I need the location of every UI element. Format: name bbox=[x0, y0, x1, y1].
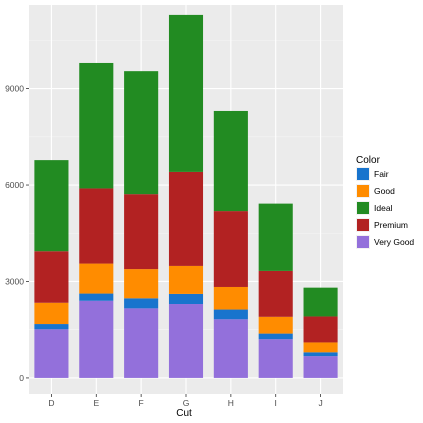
bar-f-ideal bbox=[124, 71, 159, 195]
x-tick-label: H bbox=[228, 398, 234, 408]
bar-f-fair bbox=[124, 298, 159, 309]
bar-d-good bbox=[34, 302, 69, 325]
legend-label-very-good: Very Good bbox=[374, 237, 414, 247]
bar-g-good bbox=[168, 265, 204, 294]
bar-d-very-good bbox=[34, 329, 69, 378]
bar-j-very-good bbox=[303, 356, 338, 378]
bar-i-premium bbox=[258, 270, 293, 317]
bar-d-premium bbox=[34, 251, 69, 303]
legend-swatch-premium bbox=[357, 219, 369, 231]
y-tick-label: 0 bbox=[19, 373, 24, 383]
legend-swatch-ideal bbox=[357, 202, 369, 214]
bars bbox=[34, 14, 338, 378]
bar-g-very-good bbox=[168, 304, 204, 378]
x-tick-label: G bbox=[183, 398, 190, 408]
legend-label-ideal: Ideal bbox=[374, 203, 393, 213]
x-axis-title: Cut bbox=[176, 408, 192, 419]
bar-f-good bbox=[124, 269, 159, 299]
bar-j-good bbox=[303, 342, 338, 353]
legend-label-good: Good bbox=[374, 186, 395, 196]
bar-f-premium bbox=[124, 194, 159, 270]
bar-d-ideal bbox=[34, 160, 69, 252]
bar-h-ideal bbox=[213, 110, 248, 212]
legend-swatch-very-good bbox=[357, 236, 369, 248]
y-axis: 0 3000 6000 9000 bbox=[5, 84, 29, 383]
bar-h-good bbox=[213, 286, 248, 310]
x-tick-label: D bbox=[48, 398, 54, 408]
bar-g-fair bbox=[168, 293, 204, 305]
y-tick-label: 3000 bbox=[5, 276, 24, 286]
legend-label-premium: Premium bbox=[374, 220, 408, 230]
x-axis: D E F G H I J bbox=[48, 394, 323, 408]
bar-j-fair bbox=[303, 352, 338, 357]
bar-j-premium bbox=[303, 316, 338, 343]
x-tick-label: I bbox=[275, 398, 277, 408]
x-tick-label: F bbox=[139, 398, 144, 408]
bar-e-ideal bbox=[79, 62, 114, 189]
bar-h-premium bbox=[213, 211, 248, 287]
y-tick-label: 9000 bbox=[5, 84, 24, 94]
legend-items: Fair Good Ideal Premium Very Good bbox=[356, 167, 414, 249]
x-tick-label: E bbox=[93, 398, 99, 408]
legend: Color Fair Good Ideal Premium Very Good bbox=[356, 155, 414, 249]
bar-h-very-good bbox=[213, 319, 248, 378]
legend-swatch-fair bbox=[357, 168, 369, 180]
bar-j-ideal bbox=[303, 287, 338, 317]
legend-label-fair: Fair bbox=[374, 169, 389, 179]
bar-i-fair bbox=[258, 333, 293, 340]
legend-swatch-good bbox=[357, 185, 369, 197]
bar-i-ideal bbox=[258, 203, 293, 271]
bar-i-very-good bbox=[258, 339, 293, 378]
y-tick-label: 6000 bbox=[5, 180, 24, 190]
bar-e-good bbox=[79, 263, 114, 294]
bar-g-ideal bbox=[168, 14, 204, 172]
bar-g-premium bbox=[168, 171, 204, 266]
bar-f-very-good bbox=[124, 308, 159, 378]
x-tick-label: J bbox=[318, 398, 322, 408]
bar-i-good bbox=[258, 316, 293, 334]
bar-e-fair bbox=[79, 293, 114, 301]
bar-e-very-good bbox=[79, 300, 114, 378]
legend-title: Color bbox=[356, 155, 381, 166]
bar-h-fair bbox=[213, 309, 248, 320]
bar-d-fair bbox=[34, 324, 69, 330]
bar-e-premium bbox=[79, 188, 114, 264]
